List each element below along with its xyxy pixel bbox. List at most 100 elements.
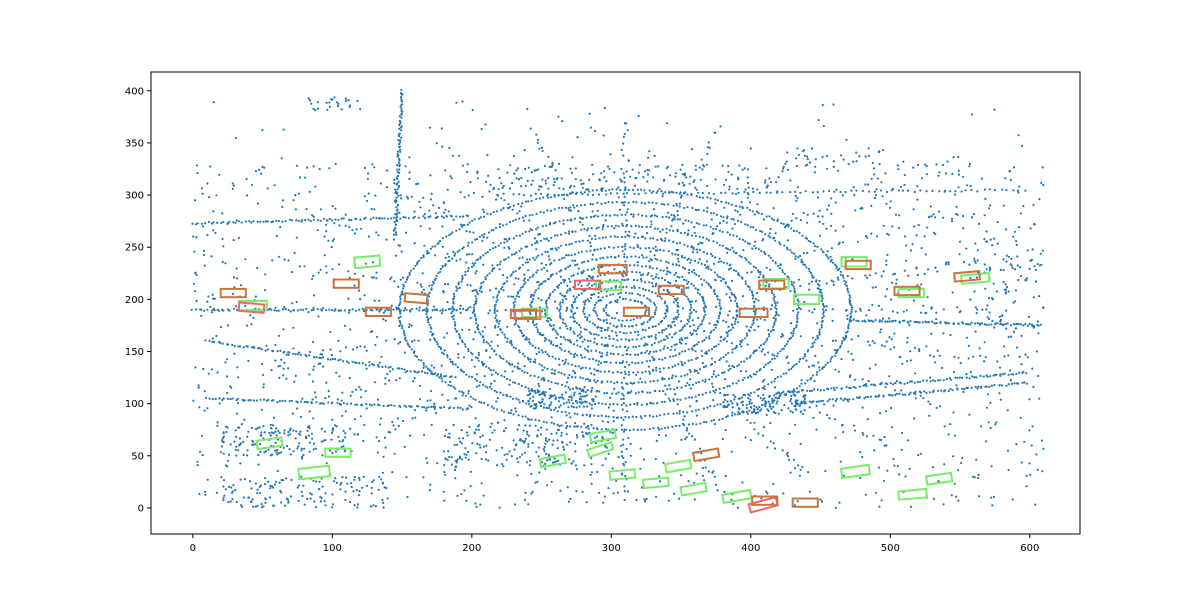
lidar-point bbox=[521, 453, 524, 456]
lidar-point bbox=[803, 397, 806, 401]
lidar-point bbox=[898, 321, 901, 324]
lidar-point bbox=[216, 308, 219, 311]
lidar-point bbox=[505, 280, 509, 283]
lidar-point bbox=[735, 382, 738, 385]
lidar-point bbox=[635, 415, 638, 419]
lidar-point bbox=[439, 267, 442, 271]
lidar-point bbox=[299, 353, 302, 356]
lidar-point bbox=[397, 424, 400, 427]
lidar-point bbox=[942, 308, 945, 311]
lidar-point bbox=[596, 201, 599, 204]
lidar-point bbox=[640, 381, 644, 384]
lidar-point bbox=[400, 89, 403, 92]
lidar-point bbox=[662, 390, 665, 393]
lidar-point bbox=[324, 397, 327, 400]
lidar-point bbox=[450, 215, 453, 218]
lidar-point bbox=[744, 240, 747, 243]
lidar-point bbox=[672, 204, 675, 207]
lidar-point bbox=[226, 397, 229, 400]
lidar-point bbox=[195, 308, 198, 311]
lidar-point bbox=[757, 248, 760, 251]
lidar-point bbox=[288, 400, 291, 403]
lidar-point bbox=[398, 165, 401, 168]
lidar-point bbox=[393, 280, 396, 283]
lidar-point bbox=[953, 355, 956, 358]
lidar-point bbox=[336, 105, 340, 108]
lidar-point bbox=[583, 328, 586, 331]
lidar-point bbox=[805, 266, 808, 269]
lidar-point bbox=[453, 308, 456, 311]
lidar-point bbox=[499, 242, 502, 245]
lidar-point bbox=[663, 302, 666, 305]
lidar-point bbox=[296, 401, 299, 404]
lidar-point bbox=[536, 141, 540, 144]
lidar-point bbox=[725, 217, 729, 220]
lidar-point bbox=[697, 261, 700, 264]
lidar-point bbox=[686, 411, 689, 414]
lidar-point bbox=[753, 421, 756, 424]
lidar-point bbox=[627, 159, 631, 162]
lidar-point bbox=[763, 181, 767, 184]
lidar-point bbox=[802, 389, 805, 392]
lidar-point bbox=[612, 337, 615, 341]
lidar-point bbox=[616, 339, 619, 342]
lidar-point bbox=[421, 406, 424, 409]
lidar-point bbox=[803, 154, 807, 157]
lidar-point bbox=[610, 225, 614, 228]
lidar-point bbox=[687, 423, 691, 426]
lidar-point bbox=[733, 413, 737, 416]
lidar-point bbox=[551, 247, 554, 250]
lidar-point bbox=[731, 406, 734, 409]
lidar-point bbox=[464, 447, 467, 450]
lidar-point bbox=[398, 115, 401, 118]
lidar-point bbox=[812, 242, 815, 245]
lidar-point bbox=[785, 160, 788, 163]
lidar-point bbox=[635, 201, 638, 204]
lidar-point bbox=[634, 224, 637, 227]
lidar-point bbox=[922, 397, 925, 400]
lidar-point bbox=[590, 457, 593, 460]
lidar-point bbox=[833, 418, 837, 421]
lidar-point bbox=[765, 281, 768, 284]
lidar-point bbox=[260, 431, 263, 434]
lidar-point bbox=[1026, 249, 1029, 252]
lidar-point bbox=[267, 448, 270, 452]
lidar-point bbox=[717, 374, 720, 377]
lidar-point bbox=[320, 497, 323, 500]
lidar-point bbox=[721, 230, 724, 233]
lidar-point bbox=[782, 167, 785, 170]
lidar-point bbox=[534, 481, 537, 484]
lidar-point bbox=[767, 400, 770, 403]
lidar-point bbox=[471, 353, 474, 356]
lidar-point bbox=[731, 192, 734, 195]
lidar-point bbox=[786, 151, 789, 154]
lidar-point bbox=[576, 322, 579, 325]
lidar-point bbox=[478, 443, 481, 446]
lidar-point bbox=[746, 181, 750, 185]
lidar-point bbox=[727, 330, 731, 333]
lidar-point bbox=[458, 307, 462, 310]
lidar-point bbox=[857, 320, 860, 323]
lidar-point bbox=[281, 220, 284, 223]
lidar-point bbox=[272, 424, 275, 427]
lidar-point bbox=[629, 353, 632, 356]
lidar-point bbox=[596, 435, 599, 438]
lidar-point bbox=[844, 283, 847, 286]
lidar-point bbox=[515, 251, 518, 254]
lidar-point bbox=[402, 309, 406, 312]
lidar-point bbox=[760, 230, 764, 233]
lidar-point bbox=[348, 376, 351, 380]
lidar-point bbox=[703, 330, 706, 333]
lidar-point bbox=[647, 201, 651, 204]
lidar-point bbox=[806, 213, 809, 216]
lidar-point bbox=[677, 253, 680, 256]
lidar-point bbox=[973, 376, 976, 379]
lidar-point bbox=[310, 493, 313, 496]
lidar-point bbox=[867, 395, 870, 399]
lidar-point bbox=[760, 408, 763, 411]
lidar-point bbox=[620, 148, 623, 152]
lidar-point bbox=[811, 345, 815, 348]
lidar-point bbox=[307, 425, 310, 429]
lidar-point bbox=[394, 231, 398, 234]
lidar-point bbox=[545, 406, 548, 409]
